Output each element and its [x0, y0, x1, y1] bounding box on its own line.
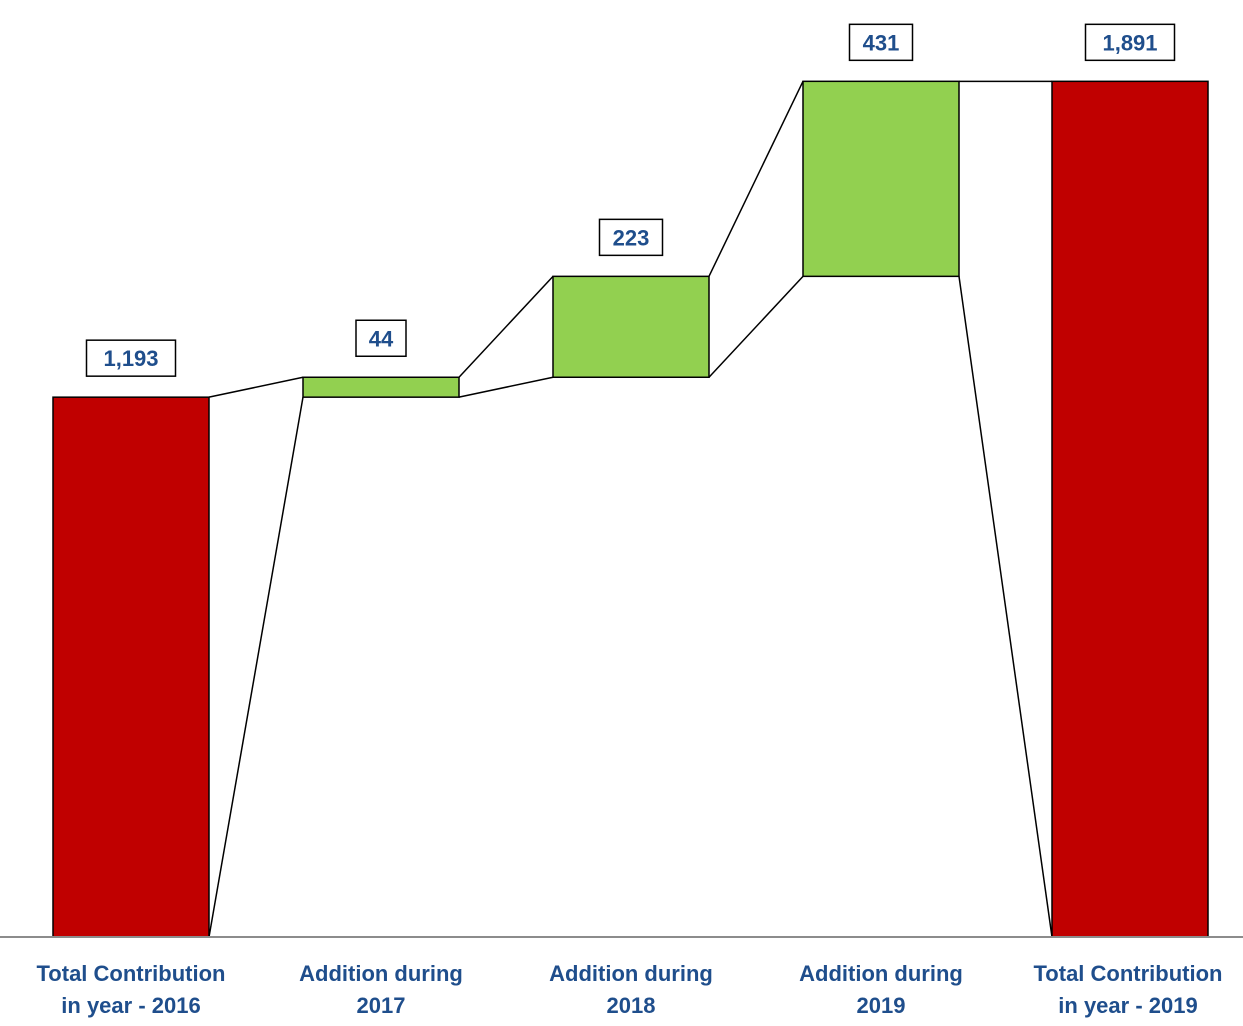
connector-line: [208, 397, 304, 938]
data-label-text: 431: [863, 30, 900, 55]
category-label-line: Total Contribution: [36, 961, 226, 986]
total-bar: [1051, 80, 1209, 938]
category-label-line: Addition during: [299, 961, 463, 986]
category-label-line: Addition during: [549, 961, 713, 986]
category-label-line: Addition during: [799, 961, 963, 986]
connector-line: [958, 276, 1053, 938]
category-label-line: 2019: [856, 993, 906, 1018]
data-label: 223: [598, 218, 664, 257]
category-label-line: 2017: [356, 993, 406, 1018]
category-label-line: 2018: [606, 993, 656, 1018]
data-label-text: 1,193: [103, 346, 158, 371]
connector-line: [708, 275, 804, 378]
data-label-box: [848, 23, 914, 62]
connector-line: [458, 275, 554, 378]
category-label: Total Contribution in year - 2016: [16, 958, 246, 1022]
increase-bar: [302, 376, 460, 398]
connector-lines: [208, 80, 1053, 938]
connector-line: [708, 80, 804, 277]
total-bar: [52, 396, 210, 938]
data-label-text: 223: [613, 225, 650, 250]
category-label: Total Contribution in year - 2019: [1013, 958, 1243, 1022]
data-label-box: [598, 218, 664, 257]
data-label-text: 1,891: [1102, 30, 1157, 55]
data-label-box: [1084, 23, 1176, 62]
category-label: Addition during 2019: [766, 958, 996, 1022]
category-label-line: Total Contribution: [1033, 961, 1223, 986]
category-label: Addition during 2017: [266, 958, 496, 1022]
data-label: 44: [355, 319, 407, 358]
bars: [52, 80, 1209, 938]
category-label-line: in year - 2016: [61, 993, 201, 1018]
increase-bar: [802, 80, 960, 278]
data-label-box: [355, 319, 407, 358]
category-label-line: in year - 2019: [1058, 993, 1198, 1018]
increase-bar: [552, 275, 710, 379]
connector-line: [208, 376, 304, 398]
data-label-text: 44: [369, 326, 394, 351]
category-label: Addition during 2018: [516, 958, 746, 1022]
data-labels: 1,193 44 223 431 1,891: [85, 23, 1176, 377]
data-label: 431: [848, 23, 914, 62]
data-label: 1,891: [1084, 23, 1176, 62]
data-label: 1,193: [85, 339, 177, 377]
connector-line: [458, 376, 554, 398]
data-label-box: [85, 339, 177, 377]
